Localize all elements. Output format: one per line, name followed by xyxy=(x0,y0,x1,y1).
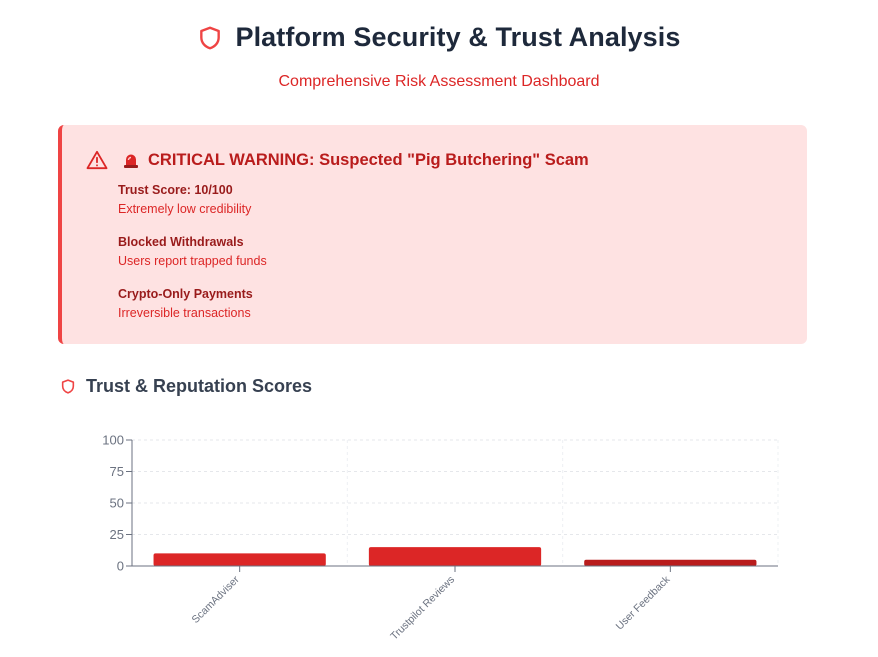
siren-icon xyxy=(122,151,140,169)
warning-item-label: Crypto-Only Payments xyxy=(118,287,253,301)
warning-item-label: Trust Score: 10/100 xyxy=(118,183,233,197)
warning-triangle-icon xyxy=(86,150,108,170)
y-tick-label: 50 xyxy=(110,496,124,511)
warning-heading: CRITICAL WARNING: Suspected "Pig Butcher… xyxy=(86,150,589,170)
warning-item-label: Blocked Withdrawals xyxy=(118,235,244,249)
x-tick-label: Trustpilot Reviews xyxy=(388,574,457,643)
chart-bars xyxy=(153,547,757,566)
page-header: Platform Security & Trust Analysis xyxy=(0,22,878,53)
warning-item-desc: Irreversible transactions xyxy=(118,306,251,320)
page-subtitle: Comprehensive Risk Assessment Dashboard xyxy=(278,73,600,90)
warning-item-crypto-payments: Crypto-Only Payments Irreversible transa… xyxy=(118,287,253,320)
y-tick-label: 75 xyxy=(110,464,124,479)
section-heading: Trust & Reputation Scores xyxy=(60,376,312,397)
warning-title: CRITICAL WARNING: Suspected "Pig Butcher… xyxy=(148,150,589,169)
warning-item-trust-score: Trust Score: 10/100 Extremely low credib… xyxy=(118,183,251,216)
x-tick-label: User Feedback xyxy=(614,573,673,632)
x-tick-label: ScamAdviser xyxy=(190,573,243,626)
y-axis-ticks: 0 25 50 75 100 xyxy=(102,433,132,574)
y-tick-label: 0 xyxy=(117,559,124,574)
shield-icon xyxy=(60,378,76,395)
warning-item-desc: Extremely low credibility xyxy=(118,202,252,216)
warning-item-blocked-withdrawals: Blocked Withdrawals Users report trapped… xyxy=(118,235,267,268)
shield-icon xyxy=(197,24,223,52)
bar-trustpilot-reviews[interactable] xyxy=(368,547,542,566)
critical-warning-panel: CRITICAL WARNING: Suspected "Pig Butcher… xyxy=(58,125,807,344)
page-title: Platform Security & Trust Analysis xyxy=(235,22,681,52)
trust-scores-bar-chart: 0 25 50 75 100 ScamAdviser Trustpilot Reviews… xyxy=(102,433,779,643)
section-title: Trust & Reputation Scores xyxy=(86,376,313,396)
bar-user-feedback[interactable] xyxy=(584,559,757,566)
y-tick-label: 100 xyxy=(102,433,124,448)
chart-grid xyxy=(131,439,779,566)
bar-scamadviser[interactable] xyxy=(153,553,326,566)
warning-item-desc: Users report trapped funds xyxy=(118,254,267,268)
y-tick-label: 25 xyxy=(110,527,124,542)
x-axis-ticks: ScamAdviser Trustpilot Reviews User Feedba… xyxy=(190,566,673,643)
